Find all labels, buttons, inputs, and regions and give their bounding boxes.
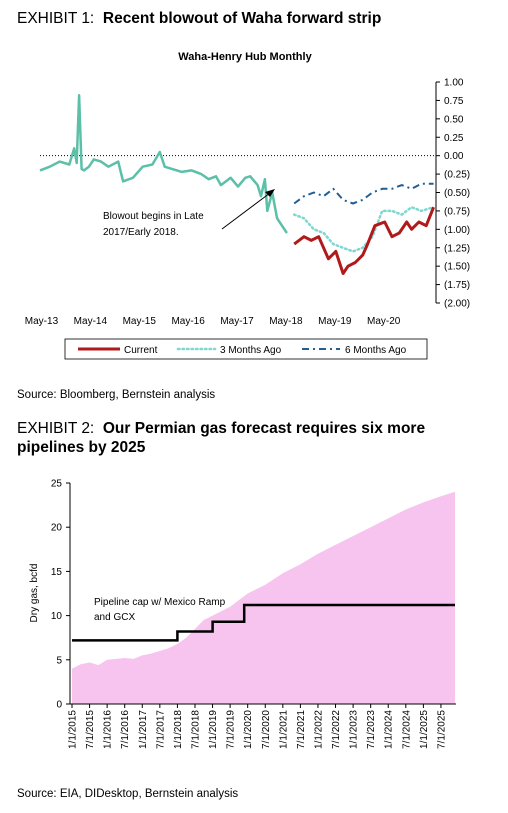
chart2-y-axis-label: Dry gas, bcfd <box>29 564 40 623</box>
chart2-x-tick-label: 7/1/2022 <box>331 710 342 749</box>
chart1-y-tick-label: (1.00) <box>444 225 470 236</box>
chart2-y-tick-label: 25 <box>51 479 63 490</box>
chart1-annotation-arrowhead <box>265 189 275 197</box>
chart1-y-tick-label: 0.75 <box>444 96 464 107</box>
chart2-x-tick-label: 7/1/2021 <box>296 710 307 749</box>
chart2-x-tick-label: 7/1/2016 <box>120 710 131 749</box>
legend-current-label: Current <box>124 345 158 356</box>
chart1-x-tick-label: May-16 <box>171 316 205 327</box>
three-months-ago-series-line <box>292 205 435 253</box>
exhibit1-title: Recent blowout of Waha forward strip <box>102 10 382 27</box>
chart1-series <box>39 94 435 275</box>
exhibit1-source: Source: Bloomberg, Bernstein analysis <box>17 389 216 401</box>
six-months-ago-series-line <box>293 182 434 205</box>
chart2-x-tick-label: 7/1/2023 <box>366 710 377 749</box>
chart1-y-tick-label: (0.50) <box>444 188 470 199</box>
chart1-x-tick-label: May-20 <box>367 316 401 327</box>
chart2-x-tick-label: 1/1/2016 <box>103 710 114 749</box>
exhibit2-heading: EXHIBIT 2: Our Permian gas forecast requ… <box>17 419 487 457</box>
forecast-area <box>72 491 455 704</box>
exhibit2-source: Source: EIA, DIDesktop, Bernstein analys… <box>17 788 239 800</box>
chart2-x-tick-label: 1/1/2019 <box>208 710 219 749</box>
exhibit1-label: EXHIBIT 1: <box>17 10 95 27</box>
chart2-x-tick-label: 1/1/2018 <box>173 710 184 749</box>
chart1-x-ticks: May-13 May-14 May-15 May-16 May-17 May-18 May-… <box>25 316 401 327</box>
chart2-x-tick-label: 7/1/2018 <box>190 710 201 749</box>
chart1-annotation-line2: 2017/Early 2018. <box>103 227 179 238</box>
chart2-x-tick-label: 7/1/2020 <box>261 710 272 749</box>
chart1-y-tick-label: 0.00 <box>444 151 464 162</box>
chart1-x-tick-label: May-17 <box>220 316 254 327</box>
chart2-x-tick-label: 1/1/2015 <box>68 710 79 749</box>
chart2-axes <box>69 483 456 705</box>
legend-6-months-ago-label: 6 Months Ago <box>345 345 407 356</box>
chart2-x-tick-label: 1/1/2025 <box>419 710 430 749</box>
chart2-x-tick-label: 7/1/2019 <box>226 710 237 749</box>
chart2-x-tick-label: 1/1/2023 <box>349 710 360 749</box>
chart2-x-tick-label: 7/1/2024 <box>401 710 412 749</box>
chart2-y-tick-label: 0 <box>56 700 62 711</box>
exhibit2-title: Our Permian gas forecast requires six mo… <box>17 420 426 456</box>
history-series-line <box>39 94 288 234</box>
chart2-x-ticks: 1/1/2015 7/1/2015 1/1/2016 7/1/2016 1/1/2017… <box>68 704 447 749</box>
chart2-y-ticks: 0 5 10 15 20 25 <box>51 479 70 711</box>
chart2-x-tick-label: 1/1/2024 <box>384 710 395 749</box>
legend-3-months-ago-label: 3 Months Ago <box>220 345 282 356</box>
waha-henry-hub-chart: Waha-Henry Hub Monthly 1.00 0.75 0.50 0.25 0… <box>25 51 470 360</box>
chart1-y-tick-label: (0.25) <box>444 170 470 181</box>
chart1-annotation-arrow <box>221 192 271 230</box>
chart1-y-tick-label: (1.75) <box>444 280 470 291</box>
chart2-x-tick-label: 1/1/2020 <box>243 710 254 749</box>
chart1-y-tick-label: 0.25 <box>444 133 464 144</box>
chart1-x-tick-label: May-14 <box>74 316 108 327</box>
chart1-y-tick-label: (2.00) <box>444 299 470 310</box>
chart1-x-tick-label: May-15 <box>123 316 157 327</box>
chart2-x-tick-label: 7/1/2017 <box>155 710 166 749</box>
chart2-x-tick-label: 1/1/2021 <box>278 710 289 749</box>
chart2-forecast-area <box>72 491 455 704</box>
chart2-x-tick-label: 7/1/2025 <box>436 710 447 749</box>
chart2-annotation-line1: Pipeline cap w/ Mexico Ramp <box>94 597 226 608</box>
chart1-x-tick-label: May-19 <box>318 316 352 327</box>
chart2-y-tick-label: 10 <box>51 611 63 622</box>
chart2-y-tick-label: 20 <box>51 523 63 534</box>
chart2-y-tick-label: 5 <box>56 655 62 666</box>
current-series-line <box>293 206 435 275</box>
chart1-y-tick-label: 1.00 <box>444 78 464 89</box>
chart1-y-tick-label: (1.25) <box>444 243 470 254</box>
chart1-y-ticks: 1.00 0.75 0.50 0.25 0.00 (0.25) (0.50) (0.75) (1… <box>436 78 470 310</box>
chart1-y-tick-label: 0.50 <box>444 114 464 125</box>
chart2-annotation-line2: and GCX <box>94 612 135 623</box>
pipeline-cap-line <box>72 603 455 642</box>
chart2-y-tick-label: 15 <box>51 567 63 578</box>
exhibit1-heading: EXHIBIT 1: Recent blowout of Waha forwar… <box>17 9 381 28</box>
chart2-x-tick-label: 7/1/2015 <box>85 710 96 749</box>
chart1-y-tick-label: (0.75) <box>444 206 470 217</box>
exhibit2-label: EXHIBIT 2: <box>17 420 95 437</box>
chart1-annotation-line1: Blowout begins in Late <box>103 211 204 222</box>
chart1-x-tick-label: May-13 <box>25 316 59 327</box>
chart2-pipeline-cap-line <box>72 603 455 642</box>
chart1-legend-box <box>64 338 428 360</box>
chart2-x-tick-label: 1/1/2017 <box>138 710 149 749</box>
chart1-title: Waha-Henry Hub Monthly <box>178 51 312 63</box>
chart1-y-tick-label: (1.50) <box>444 262 470 273</box>
chart2-x-tick-label: 1/1/2022 <box>313 710 324 749</box>
chart1-x-tick-label: May-18 <box>269 316 303 327</box>
